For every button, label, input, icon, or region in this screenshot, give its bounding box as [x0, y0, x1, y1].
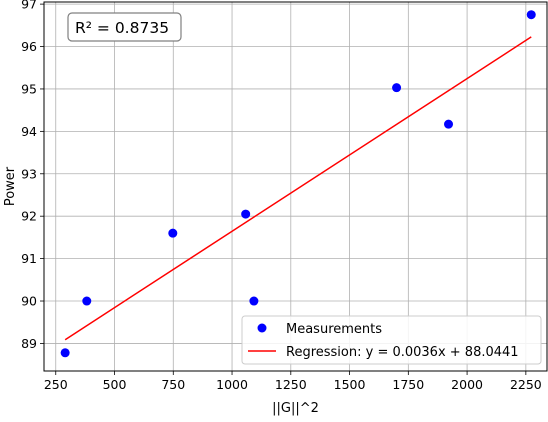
legend-box: [241, 315, 542, 365]
y-tick-label: 89: [21, 336, 37, 351]
data-point: [444, 119, 454, 129]
legend: Measurements Regression: y = 0.0036x + 8…: [241, 315, 542, 365]
x-tick-label: 750: [161, 377, 185, 392]
x-tick-label: 500: [103, 377, 127, 392]
r-squared-text: R² = 0.8735: [75, 19, 169, 37]
data-point: [168, 228, 178, 238]
y-tick-label: 96: [21, 39, 37, 54]
x-tick-label: 1250: [275, 377, 307, 392]
data-point: [526, 10, 536, 20]
y-tick-label: 90: [21, 294, 37, 309]
legend-label-regression: Regression: y = 0.0036x + 88.0441: [286, 345, 519, 360]
series-layer: [60, 10, 536, 358]
legend-label-measurements: Measurements: [286, 322, 382, 337]
x-axis-label: ||G||^2: [272, 401, 319, 416]
y-tick-label: 94: [21, 124, 37, 139]
x-tick-label: 1000: [216, 377, 248, 392]
data-point: [82, 296, 92, 306]
y-axis-label: Power: [3, 166, 18, 206]
y-tick-label: 97: [21, 0, 37, 12]
r-squared-box: [67, 12, 182, 42]
y-tick-label: 92: [21, 209, 37, 224]
r-squared-annotation: R² = 0.8735: [67, 12, 182, 42]
y-tick-label: 95: [21, 81, 37, 96]
data-point: [60, 348, 70, 358]
regression-line: [64, 36, 532, 341]
x-tick-label: 1750: [392, 377, 424, 392]
data-point: [392, 83, 402, 93]
x-tick-label: 1500: [334, 377, 366, 392]
data-point: [241, 209, 251, 219]
y-tick-label: 93: [21, 166, 37, 181]
grid: [44, 2, 547, 371]
x-tick-label: 2000: [451, 377, 483, 392]
y-tick-label: 91: [21, 251, 37, 266]
plot-frame: [43, 1, 548, 372]
x-tick-label: 250: [44, 377, 68, 392]
x-tick-label: 2250: [510, 377, 542, 392]
ticks: 250 500 750 1000 1250 1500 1750 2000 2250 89 90 91 9…: [21, 0, 542, 392]
legend-marker-measurements: [257, 323, 267, 333]
data-point: [249, 296, 259, 306]
